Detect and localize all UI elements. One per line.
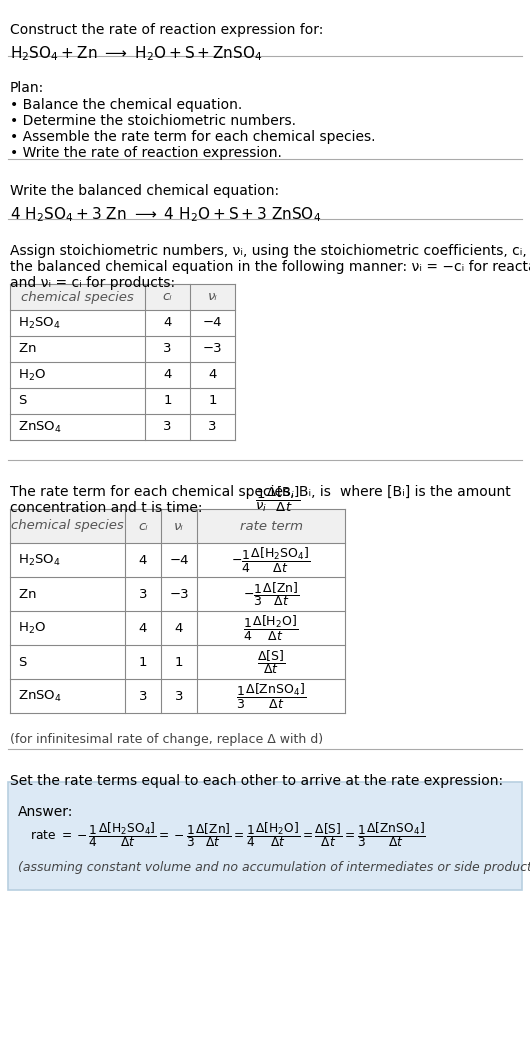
Text: cᵢ: cᵢ: [138, 520, 148, 532]
Text: $\dfrac{1}{4}\dfrac{\Delta[\mathrm{H_2O}]}{\Delta t}$: $\dfrac{1}{4}\dfrac{\Delta[\mathrm{H_2O}…: [243, 614, 298, 643]
Text: νᵢ: νᵢ: [208, 291, 217, 303]
Text: • Write the rate of reaction expression.: • Write the rate of reaction expression.: [10, 146, 282, 160]
Text: $\mathrm{S}$: $\mathrm{S}$: [18, 395, 28, 407]
Text: and νᵢ = cᵢ for products:: and νᵢ = cᵢ for products:: [10, 276, 175, 290]
Text: chemical species: chemical species: [21, 291, 134, 303]
Text: $\mathrm{H_2SO_4}$: $\mathrm{H_2SO_4}$: [18, 316, 60, 330]
Text: $\mathrm{H_2O}$: $\mathrm{H_2O}$: [18, 368, 46, 382]
Text: −4: −4: [169, 553, 189, 567]
Text: −4: −4: [203, 317, 222, 329]
Text: • Balance the chemical equation.: • Balance the chemical equation.: [10, 98, 242, 111]
Text: 1: 1: [208, 395, 217, 407]
Text: Set the rate terms equal to each other to arrive at the rate expression:: Set the rate terms equal to each other t…: [10, 774, 503, 788]
Text: 4: 4: [163, 317, 172, 329]
Text: 1: 1: [139, 655, 147, 669]
Text: $\dfrac{1}{3}\dfrac{\Delta[\mathrm{ZnSO_4}]}{\Delta t}$: $\dfrac{1}{3}\dfrac{\Delta[\mathrm{ZnSO_…: [236, 681, 306, 711]
Text: $\mathrm{ZnSO_4}$: $\mathrm{ZnSO_4}$: [18, 689, 62, 703]
Text: 3: 3: [175, 690, 183, 702]
Text: rate term: rate term: [240, 520, 303, 532]
Bar: [10, 284, 235, 311]
Text: νᵢ: νᵢ: [174, 520, 184, 532]
Text: the balanced chemical equation in the following manner: νᵢ = −cᵢ for reactants: the balanced chemical equation in the fo…: [10, 260, 530, 274]
Text: $-\dfrac{1}{4}\dfrac{\Delta[\mathrm{H_2SO_4}]}{\Delta t}$: $-\dfrac{1}{4}\dfrac{\Delta[\mathrm{H_2S…: [231, 546, 311, 574]
Text: $\mathrm{Zn}$: $\mathrm{Zn}$: [18, 588, 37, 600]
Text: $\mathrm{4\ H_2SO_4 + 3\ Zn\ \longrightarrow\ 4\ H_2O + S + 3\ ZnSO_4}$: $\mathrm{4\ H_2SO_4 + 3\ Zn\ \longrighta…: [10, 205, 321, 224]
Text: 4: 4: [139, 553, 147, 567]
Text: The rate term for each chemical species, Bᵢ, is: The rate term for each chemical species,…: [10, 485, 331, 499]
Text: −3: −3: [169, 588, 189, 600]
Text: rate $= -\dfrac{1}{4}\dfrac{\Delta[\mathrm{H_2SO_4}]}{\Delta t}= -\dfrac{1}{3}\d: rate $= -\dfrac{1}{4}\dfrac{\Delta[\math…: [30, 820, 426, 849]
Text: $\mathrm{S}$: $\mathrm{S}$: [18, 655, 28, 669]
Text: 3: 3: [139, 588, 147, 600]
Text: where [Bᵢ] is the amount: where [Bᵢ] is the amount: [340, 485, 511, 499]
Text: $-\dfrac{1}{3}\dfrac{\Delta[\mathrm{Zn}]}{\Delta t}$: $-\dfrac{1}{3}\dfrac{\Delta[\mathrm{Zn}]…: [243, 580, 299, 607]
Text: Assign stoichiometric numbers, νᵢ, using the stoichiometric coefficients, cᵢ, fr: Assign stoichiometric numbers, νᵢ, using…: [10, 244, 530, 258]
Text: 1: 1: [163, 395, 172, 407]
Text: (assuming constant volume and no accumulation of intermediates or side products): (assuming constant volume and no accumul…: [18, 861, 530, 874]
Text: 4: 4: [163, 369, 172, 381]
Text: Plan:: Plan:: [10, 81, 44, 95]
Text: chemical species: chemical species: [11, 520, 124, 532]
Text: $\mathrm{H_2SO_4 + Zn\ \longrightarrow\ H_2O + S + ZnSO_4}$: $\mathrm{H_2SO_4 + Zn\ \longrightarrow\ …: [10, 44, 262, 63]
Text: (for infinitesimal rate of change, replace Δ with d): (for infinitesimal rate of change, repla…: [10, 733, 323, 746]
Text: $\dfrac{1}{\nu_i}\dfrac{\Delta[\mathrm{B}_i]}{\Delta t}$: $\dfrac{1}{\nu_i}\dfrac{\Delta[\mathrm{B…: [255, 485, 301, 515]
Text: 4: 4: [139, 621, 147, 635]
Text: $\mathrm{H_2O}$: $\mathrm{H_2O}$: [18, 620, 46, 636]
Text: 3: 3: [163, 343, 172, 355]
Text: −3: −3: [202, 343, 222, 355]
Text: 4: 4: [175, 621, 183, 635]
Text: Construct the rate of reaction expression for:: Construct the rate of reaction expressio…: [10, 23, 323, 38]
Text: 3: 3: [139, 690, 147, 702]
Text: $\mathrm{Zn}$: $\mathrm{Zn}$: [18, 343, 37, 355]
Text: 3: 3: [163, 421, 172, 433]
Text: concentration and t is time:: concentration and t is time:: [10, 501, 202, 515]
Text: $\mathrm{H_2SO_4}$: $\mathrm{H_2SO_4}$: [18, 552, 60, 568]
Text: • Determine the stoichiometric numbers.: • Determine the stoichiometric numbers.: [10, 114, 296, 128]
Text: Answer:: Answer:: [18, 805, 73, 819]
Text: $\mathrm{ZnSO_4}$: $\mathrm{ZnSO_4}$: [18, 420, 62, 435]
Text: 4: 4: [208, 369, 217, 381]
Text: $\dfrac{\Delta[\mathrm{S}]}{\Delta t}$: $\dfrac{\Delta[\mathrm{S}]}{\Delta t}$: [257, 648, 285, 676]
Text: • Assemble the rate term for each chemical species.: • Assemble the rate term for each chemic…: [10, 130, 375, 144]
Text: 3: 3: [208, 421, 217, 433]
Text: 1: 1: [175, 655, 183, 669]
Text: Write the balanced chemical equation:: Write the balanced chemical equation:: [10, 184, 279, 198]
Bar: [10, 508, 345, 543]
Bar: [8, 782, 522, 890]
Text: cᵢ: cᵢ: [163, 291, 172, 303]
